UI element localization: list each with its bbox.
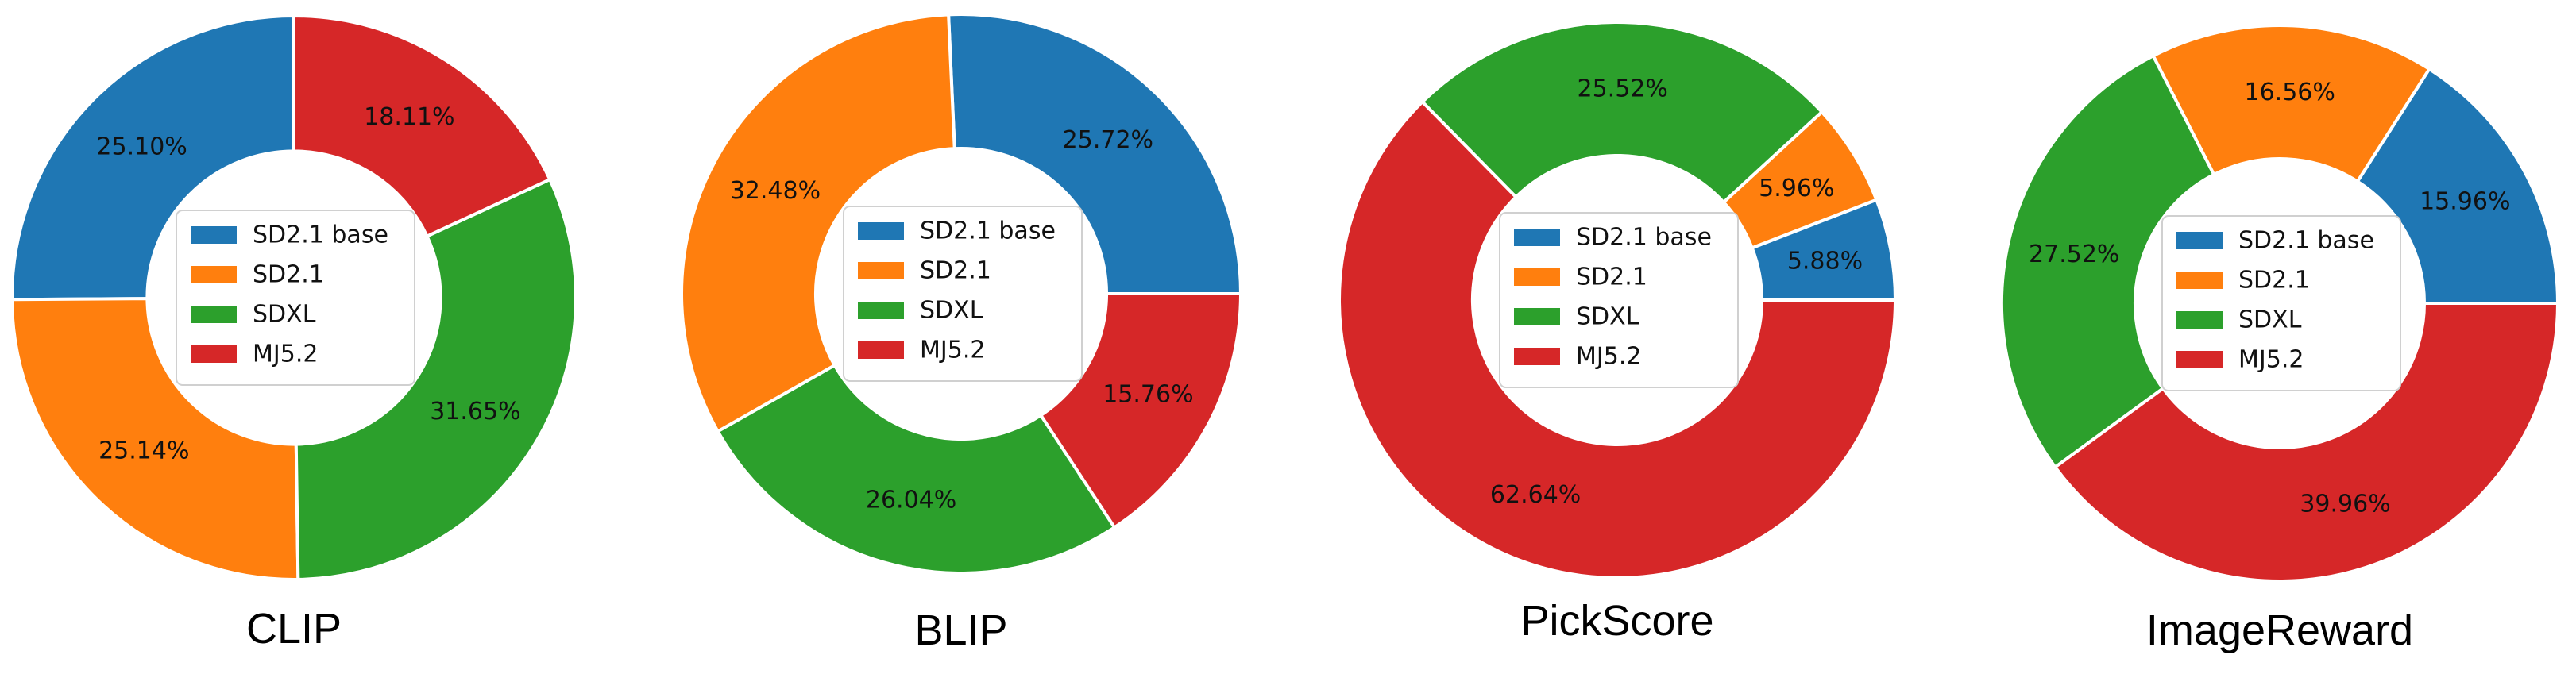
legend-swatch-sdxl (2176, 311, 2223, 329)
slice-label-sdxl: 25.52% (1577, 75, 1667, 103)
chart-clip: 25.10%25.14%31.65%18.11%SD2.1 baseSD2.1S… (10, 14, 577, 653)
legend-label-sdxl: SDXL (2238, 306, 2302, 334)
legend-label-sd2-1-base: SD2.1 base (253, 221, 388, 249)
legend-swatch-mj5-2 (1514, 348, 1560, 365)
legend-label-sdxl: SDXL (1576, 303, 1639, 331)
legend-label-sdxl: SDXL (253, 301, 316, 329)
slice-sd2-1-base (10, 14, 295, 302)
legend-swatch-sdxl (191, 306, 237, 323)
legend-label-sd2-1: SD2.1 (253, 261, 324, 289)
legend-label-sdxl: SDXL (920, 297, 983, 325)
legend-frame (1499, 212, 1739, 388)
slice-sd2-1-base (2355, 67, 2559, 305)
legend-swatch-mj5-2 (2176, 351, 2223, 368)
chart-title: ImageReward (2146, 607, 2413, 654)
slice-sd2-1 (680, 13, 956, 433)
legend: SD2.1 base SD2.1 SDXL MJ5.2 (843, 206, 1083, 382)
legend: SD2.1 base SD2.1 SDXL MJ5.2 (2161, 215, 2401, 391)
slice-mj5-2 (1338, 100, 1897, 580)
slice-label-sd2-1: 16.56% (2245, 79, 2335, 106)
legend-swatch-sd2-1-base (2176, 232, 2223, 249)
legend-label-sd2-1: SD2.1 (1576, 264, 1647, 291)
slice-label-mj5-2: 62.64% (1490, 481, 1581, 509)
legend-swatch-sd2-1-base (1514, 229, 1560, 246)
legend-label-mj5-2: MJ5.2 (920, 337, 985, 364)
slice-sdxl (1420, 21, 1824, 204)
legend-label-sd2-1-base: SD2.1 base (920, 218, 1056, 245)
slice-label-sd2-1: 5.96% (1759, 175, 1834, 202)
legend-swatch-mj5-2 (191, 345, 237, 363)
legend-swatch-sd2-1-base (191, 226, 237, 244)
legend-frame (843, 206, 1083, 382)
legend-swatch-sd2-1 (1514, 268, 1560, 286)
slice-sd2-1 (2151, 24, 2431, 183)
slice-mj5-2 (1039, 292, 1242, 530)
slice-label-sd2-1-base: 25.10% (96, 133, 187, 160)
legend: SD2.1 base SD2.1 SDXL MJ5.2 (176, 210, 415, 386)
legend-label-mj5-2: MJ5.2 (2238, 346, 2304, 374)
legend-swatch-mj5-2 (858, 341, 904, 359)
chart-title: BLIP (914, 607, 1007, 654)
slice-label-mj5-2: 18.11% (364, 103, 454, 131)
legend-swatch-sd2-1 (858, 262, 904, 279)
legend-swatch-sdxl (1514, 308, 1560, 325)
chart-pickscore: 5.88% 5.96% 25.52% 62.64% SD2.1 base SD2.1 SDX… (1338, 21, 1897, 645)
legend: SD2.1 base SD2.1 SDXL MJ5.2 (1499, 212, 1739, 388)
chart-title: CLIP (246, 605, 342, 653)
slice-mj5-2 (2053, 302, 2559, 583)
slice-label-sdxl: 31.65% (430, 398, 520, 426)
legend-label-sd2-1-base: SD2.1 base (2238, 227, 2374, 255)
slice-mj5-2 (292, 14, 552, 238)
slice-sd2-1-base (947, 13, 1242, 295)
slice-sdxl (294, 178, 577, 581)
slice-label-sd2-1-base: 5.88% (1787, 248, 1863, 275)
chart-title: PickScore (1520, 597, 1713, 645)
slice-label-sd2-1: 32.48% (730, 177, 821, 205)
legend-label-sd2-1: SD2.1 (920, 257, 991, 285)
slice-label-mj5-2: 39.96% (2300, 490, 2390, 518)
legend-frame (176, 210, 415, 386)
slice-sdxl (716, 364, 1117, 575)
slice-label-sd2-1: 25.14% (98, 437, 189, 464)
legend-frame (2161, 215, 2401, 391)
slice-label-mj5-2: 15.76% (1103, 381, 1193, 409)
slice-label-sdxl: 27.52% (2029, 241, 2119, 268)
slice-label-sd2-1-base: 15.96% (2420, 188, 2510, 216)
legend-swatch-sd2-1-base (858, 222, 904, 240)
legend-label-mj5-2: MJ5.2 (253, 341, 318, 368)
slice-label-sd2-1-base: 25.72% (1063, 126, 1153, 154)
slice-sdxl (2000, 54, 2216, 469)
legend-label-sd2-1: SD2.1 (2238, 267, 2310, 295)
legend-swatch-sd2-1 (191, 266, 237, 283)
legend-label-sd2-1-base: SD2.1 base (1576, 224, 1712, 252)
chart-imagereward: 15.96%16.56%27.52%39.96%SD2.1 baseSD2.1S… (2000, 24, 2559, 654)
legend-swatch-sdxl (858, 302, 904, 319)
slice-label-sdxl: 26.04% (866, 487, 956, 514)
legend-label-mj5-2: MJ5.2 (1576, 343, 1641, 371)
chart-blip: 25.72%32.48%26.04%15.76%SD2.1 baseSD2.1S… (680, 13, 1242, 654)
legend-swatch-sd2-1 (2176, 272, 2223, 289)
slice-sd2-1 (10, 297, 300, 581)
